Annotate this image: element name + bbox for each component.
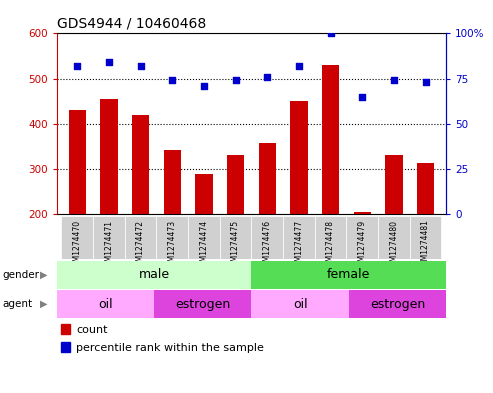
Text: GSM1274471: GSM1274471 xyxy=(105,220,113,271)
Bar xyxy=(61,342,70,352)
Text: GSM1274472: GSM1274472 xyxy=(136,220,145,271)
Point xyxy=(295,63,303,69)
FancyBboxPatch shape xyxy=(378,216,410,259)
FancyBboxPatch shape xyxy=(251,290,349,318)
Text: agent: agent xyxy=(2,299,33,309)
Text: gender: gender xyxy=(2,270,39,280)
Text: ▶: ▶ xyxy=(40,299,48,309)
Point xyxy=(73,63,81,69)
Text: oil: oil xyxy=(293,298,308,311)
Bar xyxy=(290,101,308,214)
Bar xyxy=(132,115,149,214)
Text: GSM1274480: GSM1274480 xyxy=(389,220,398,271)
Point xyxy=(390,77,398,84)
Text: male: male xyxy=(139,268,170,281)
FancyBboxPatch shape xyxy=(156,216,188,259)
FancyBboxPatch shape xyxy=(154,290,251,318)
Point xyxy=(200,83,208,89)
Point xyxy=(232,77,240,84)
Text: GSM1274477: GSM1274477 xyxy=(294,220,303,271)
Bar xyxy=(227,155,245,214)
Point xyxy=(168,77,176,84)
FancyBboxPatch shape xyxy=(57,290,154,318)
FancyBboxPatch shape xyxy=(251,216,283,259)
FancyBboxPatch shape xyxy=(251,261,446,289)
Bar xyxy=(100,99,118,214)
FancyBboxPatch shape xyxy=(315,216,347,259)
Point xyxy=(105,59,113,66)
Bar xyxy=(322,65,339,214)
FancyBboxPatch shape xyxy=(410,216,441,259)
Text: GSM1274476: GSM1274476 xyxy=(263,220,272,271)
Bar xyxy=(61,324,70,334)
Bar xyxy=(258,143,276,214)
Bar xyxy=(164,150,181,214)
Point xyxy=(327,30,335,37)
FancyBboxPatch shape xyxy=(283,216,315,259)
Bar xyxy=(385,155,403,214)
Bar xyxy=(195,173,212,214)
Text: GSM1274475: GSM1274475 xyxy=(231,220,240,271)
Text: female: female xyxy=(327,268,370,281)
FancyBboxPatch shape xyxy=(93,216,125,259)
FancyBboxPatch shape xyxy=(188,216,220,259)
Bar xyxy=(417,163,434,214)
Text: estrogen: estrogen xyxy=(175,298,230,311)
FancyBboxPatch shape xyxy=(347,216,378,259)
Bar xyxy=(69,110,86,214)
Bar xyxy=(353,212,371,214)
Text: ▶: ▶ xyxy=(40,270,48,280)
Text: GSM1274478: GSM1274478 xyxy=(326,220,335,271)
FancyBboxPatch shape xyxy=(220,216,251,259)
Text: oil: oil xyxy=(98,298,113,311)
Text: count: count xyxy=(76,325,107,335)
Text: GSM1274479: GSM1274479 xyxy=(358,220,367,271)
Point xyxy=(263,73,271,80)
FancyBboxPatch shape xyxy=(57,261,251,289)
Point xyxy=(358,94,366,100)
FancyBboxPatch shape xyxy=(125,216,156,259)
Text: GDS4944 / 10460468: GDS4944 / 10460468 xyxy=(57,17,206,31)
FancyBboxPatch shape xyxy=(349,290,446,318)
Text: percentile rank within the sample: percentile rank within the sample xyxy=(76,343,264,353)
Text: GSM1274481: GSM1274481 xyxy=(421,220,430,270)
FancyBboxPatch shape xyxy=(62,216,93,259)
Text: GSM1274474: GSM1274474 xyxy=(200,220,209,271)
Point xyxy=(137,63,144,69)
Point xyxy=(422,79,429,85)
Text: GSM1274473: GSM1274473 xyxy=(168,220,177,271)
Text: estrogen: estrogen xyxy=(370,298,425,311)
Text: GSM1274470: GSM1274470 xyxy=(73,220,82,271)
